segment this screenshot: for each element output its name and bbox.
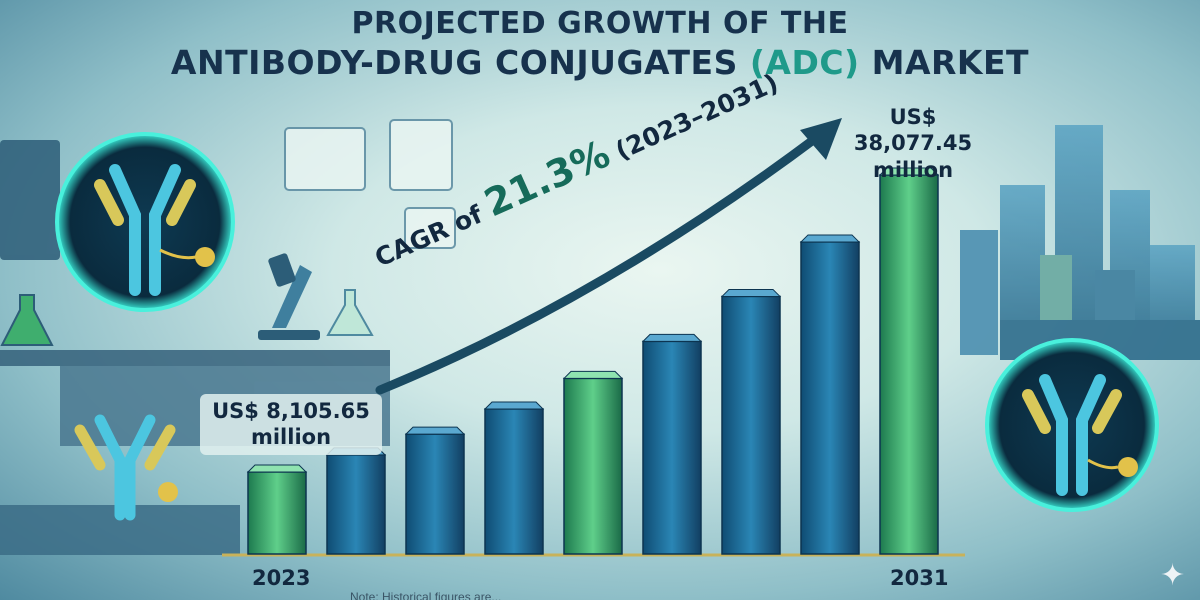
data-label-2031-unit: million	[872, 157, 954, 182]
bar-2023	[246, 464, 308, 555]
title-highlight: (ADC)	[749, 42, 860, 82]
data-label-2023-value: US$ 8,105.65	[212, 399, 370, 423]
x-tick-label-2023: 2023	[252, 566, 311, 590]
bar-2031	[878, 167, 940, 555]
growth-arrow	[375, 118, 842, 395]
x-tick-label-2031: 2031	[890, 566, 949, 590]
bar-year-7	[720, 288, 782, 555]
title-line-1: PROJECTED GROWTH OF THE	[351, 6, 849, 41]
antibody-icon-small	[74, 414, 178, 521]
footnote: Note: Historical figures are...	[350, 590, 502, 600]
flask-icon	[0, 289, 374, 346]
sparkle-icon: ✦	[1160, 559, 1186, 592]
data-label-2023: US$ 8,105.65 million	[200, 394, 382, 455]
bar-year-4	[483, 401, 545, 555]
antibody-icon-left	[55, 132, 235, 312]
chart-title: PROJECTED GROWTH OF THE ANTIBODY-DRUG CO…	[0, 6, 1200, 83]
bar-year-3	[404, 426, 466, 555]
microscope-icon	[258, 253, 320, 340]
bar-series	[246, 167, 940, 555]
bar-year-8	[799, 234, 861, 555]
title-line-2-pre: ANTIBODY-DRUG CONJUGATES	[170, 42, 750, 82]
bar-year-6	[641, 333, 703, 555]
data-label-2023-unit: million	[250, 425, 332, 450]
antibody-icon-right	[985, 338, 1159, 512]
data-label-2031-value: US$ 38,077.45	[853, 105, 973, 156]
bar-year-5	[562, 370, 624, 555]
title-line-2-post: MARKET	[859, 42, 1030, 82]
city-skyline	[960, 125, 1200, 360]
data-label-2031: US$ 38,077.45 million	[838, 104, 988, 183]
title-line-2: ANTIBODY-DRUG CONJUGATES (ADC) MARKET	[0, 43, 1200, 83]
bar-year-2	[325, 447, 387, 555]
